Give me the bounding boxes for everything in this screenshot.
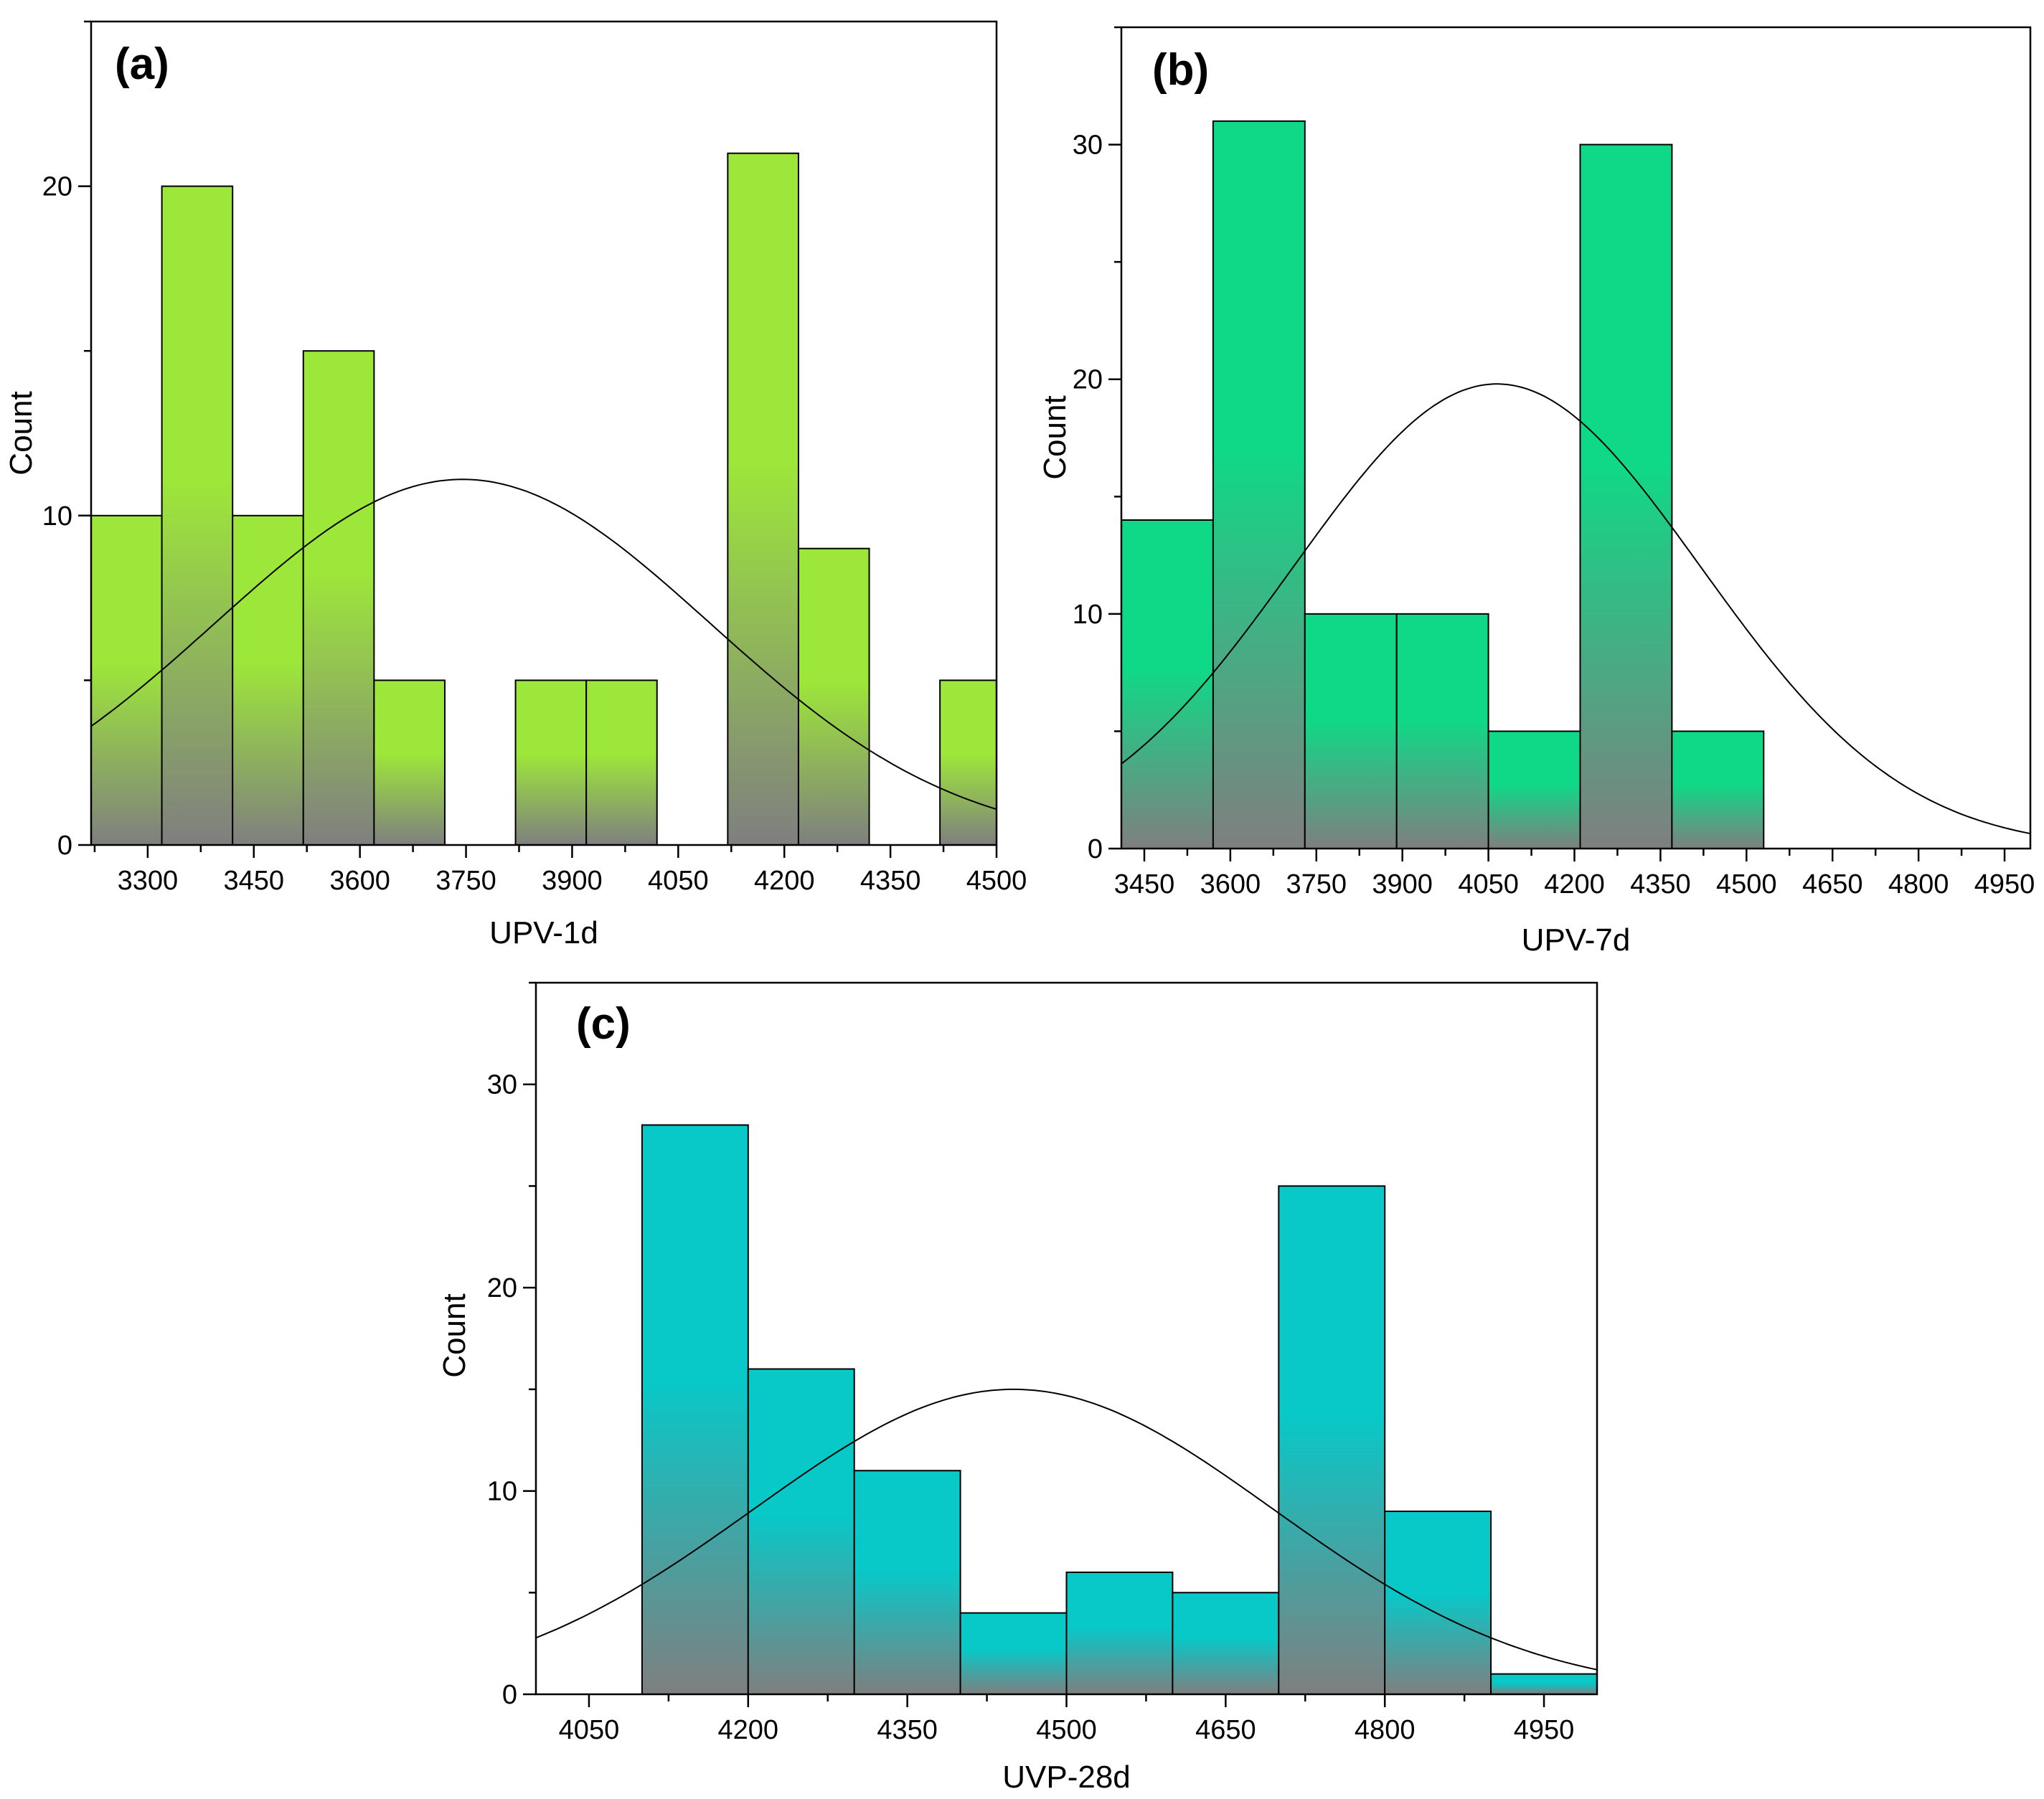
x-tick-label: 4350	[877, 1715, 938, 1745]
histogram-bar	[1384, 1510, 1492, 1694]
x-tick-label: 4500	[966, 866, 1027, 896]
histogram-bar	[1065, 1571, 1174, 1694]
histogram-bar	[727, 152, 799, 845]
x-tick-label: 4200	[754, 866, 815, 896]
x-axis-title: UPV-1d	[489, 915, 598, 950]
x-tick-label: 4800	[1888, 869, 1949, 900]
x-tick-label: 3750	[1286, 869, 1347, 900]
x-tick-label: 4800	[1355, 1715, 1416, 1745]
y-tick-label: 0	[57, 831, 72, 861]
histogram-bar	[161, 185, 234, 845]
histogram-bar	[797, 547, 870, 845]
y-tick-label: 0	[502, 1680, 517, 1710]
y-tick-label: 10	[42, 501, 72, 532]
y-tick-label: 10	[1073, 600, 1103, 630]
normal-distribution-curve	[536, 1388, 1597, 1671]
histogram-bar	[1172, 1592, 1280, 1694]
x-tick-label: 4950	[1974, 869, 2035, 900]
y-tick-label: 30	[487, 1070, 517, 1100]
y-axis-title: Count	[437, 1293, 472, 1377]
x-tick-label: 3450	[223, 866, 284, 896]
y-axis-title: Count	[4, 391, 39, 475]
histogram-bar	[747, 1368, 855, 1694]
histogram-bar	[1487, 730, 1581, 849]
y-tick-label: 30	[1073, 131, 1103, 161]
x-tick-label: 4050	[559, 1715, 620, 1745]
x-tick-label: 4950	[1514, 1715, 1575, 1745]
plot-frame	[1120, 26, 2032, 850]
x-tick-label: 3900	[1372, 869, 1433, 900]
histogram-panel-b: 3450 3600 3750 3900 4050 4200 4350 4500 4650 4800…	[1037, 26, 2035, 958]
x-tick-label: 4350	[1630, 869, 1691, 900]
x-tick-label: 4200	[1544, 869, 1605, 900]
histogram-bar	[1490, 1673, 1597, 1694]
y-tick-label: 20	[42, 172, 72, 202]
histogram-bar	[641, 1124, 749, 1694]
y-tick-label: 0	[1088, 834, 1103, 864]
histogram-bar	[373, 679, 446, 845]
histogram-bar	[1278, 1185, 1386, 1694]
histogram-bar	[1212, 120, 1306, 849]
histogram-bar	[585, 679, 658, 845]
histogram-bar	[1671, 730, 1765, 849]
x-tick-label: 3450	[1114, 869, 1175, 900]
x-axis-title: UVP-28d	[1002, 1760, 1131, 1795]
histogram-bar	[91, 514, 163, 845]
histogram-bar	[1395, 613, 1489, 849]
x-tick-label: 4200	[718, 1715, 779, 1745]
histogram-bar	[1304, 613, 1398, 849]
x-tick-label: 3300	[118, 866, 179, 896]
histogram-panel-c: 4050 4200 4350 4500 4650 4800 4950 0 10 20 30 UVP-2…	[437, 981, 1598, 1795]
x-axis-title: UPV-7d	[1522, 922, 1631, 958]
histogram-bar	[853, 1470, 961, 1694]
y-tick-label: 10	[487, 1477, 517, 1507]
panel-label: (a)	[115, 39, 169, 89]
panel-label: (b)	[1152, 45, 1209, 95]
histogram-bar	[1579, 143, 1673, 849]
x-tick-label: 3600	[1200, 869, 1261, 900]
x-tick-label: 4500	[1716, 869, 1777, 900]
y-tick-label: 20	[1073, 365, 1103, 395]
y-tick-label: 20	[487, 1273, 517, 1303]
plot-frame	[90, 20, 998, 846]
histogram-bar	[939, 679, 997, 845]
x-tick-label: 3900	[542, 866, 603, 896]
x-tick-label: 4650	[1802, 869, 1863, 900]
histogram-panel-a: 3300 3450 3600 3750 3900 4050 4200 4350 4500 0 10 2…	[4, 20, 1027, 950]
x-tick-label: 3750	[435, 866, 496, 896]
histogram-bar	[959, 1612, 1068, 1694]
x-tick-label: 4500	[1036, 1715, 1097, 1745]
x-tick-label: 4350	[860, 866, 921, 896]
x-tick-label: 4650	[1195, 1715, 1256, 1745]
histogram-bar	[302, 350, 375, 845]
x-tick-label: 4050	[1458, 869, 1519, 900]
normal-distribution-curve	[1121, 383, 2030, 835]
histogram-bar	[514, 679, 588, 845]
y-axis-title: Count	[1037, 395, 1073, 479]
histogram-bar	[232, 514, 304, 845]
x-tick-label: 3600	[329, 866, 390, 896]
panel-label: (c)	[576, 999, 631, 1049]
normal-distribution-curve	[91, 478, 997, 811]
x-tick-label: 4050	[648, 866, 709, 896]
histogram-bar	[1121, 519, 1214, 849]
